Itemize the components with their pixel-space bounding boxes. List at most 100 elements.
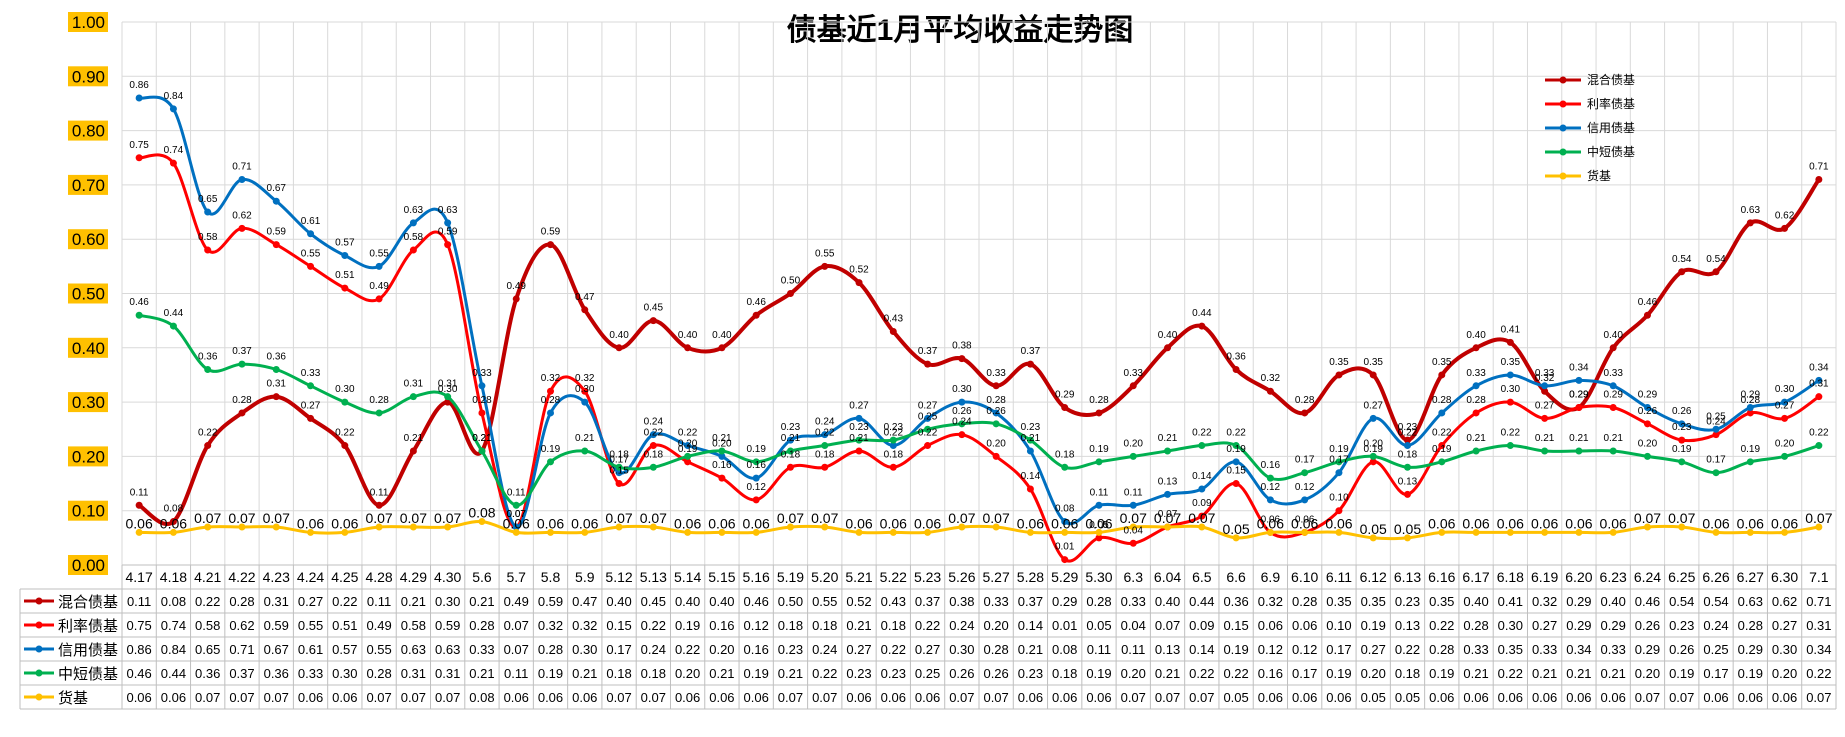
table-cell: 0.19 <box>1223 642 1248 657</box>
data-label: 0.22 <box>884 428 904 439</box>
data-label: 0.21 <box>404 433 424 444</box>
table-cell: 0.22 <box>641 618 666 633</box>
data-point <box>135 501 143 509</box>
data-point <box>684 528 692 536</box>
data-label: 0.16 <box>712 460 732 471</box>
data-label: 0.22 <box>1501 428 1521 439</box>
y-tick-bg <box>68 229 108 250</box>
data-point <box>1232 442 1240 450</box>
data-point <box>1815 376 1823 384</box>
data-point <box>581 398 589 406</box>
data-point <box>307 262 315 270</box>
table-cell: 0.22 <box>1395 642 1420 657</box>
data-point <box>1575 447 1583 455</box>
table-cell: 0.07 <box>1155 618 1180 633</box>
table-cell: 0.21 <box>709 666 734 681</box>
table-cell: 0.07 <box>1155 690 1180 705</box>
data-point <box>307 414 315 422</box>
data-point <box>375 501 383 509</box>
table-cell: 0.23 <box>1395 594 1420 609</box>
data-point <box>1026 436 1034 444</box>
data-label: 0.05 <box>1360 521 1387 537</box>
table-cell: 0.07 <box>1806 690 1831 705</box>
table-cell: 0.07 <box>229 690 254 705</box>
data-label: 0.30 <box>575 384 595 395</box>
table-cell: 0.07 <box>366 690 391 705</box>
data-label: 0.07 <box>506 509 526 520</box>
table-cell: 0.62 <box>1772 594 1797 609</box>
table-cell: 0.15 <box>1223 618 1248 633</box>
data-point <box>547 241 554 249</box>
data-label: 0.19 <box>1329 444 1349 455</box>
data-point <box>512 528 520 536</box>
table-cell: 0.24 <box>949 618 974 633</box>
data-label: 0.52 <box>849 265 869 276</box>
table-cell: 0.21 <box>846 618 871 633</box>
data-label: 0.18 <box>644 449 664 460</box>
y-tick-label: 0.30 <box>72 393 105 412</box>
table-cell: 0.06 <box>915 690 940 705</box>
table-cell: 0.19 <box>1361 618 1386 633</box>
table-cell: 0.40 <box>709 594 734 609</box>
data-label: 0.17 <box>1329 455 1349 466</box>
data-label: 0.07 <box>948 510 975 526</box>
table-cell: 0.06 <box>1498 690 1523 705</box>
data-label: 0.21 <box>575 433 595 444</box>
table-cell: 0.06 <box>538 690 563 705</box>
data-label: 0.33 <box>301 368 321 379</box>
data-label: 0.18 <box>609 449 629 460</box>
table-cell: 0.06 <box>298 690 323 705</box>
data-point <box>752 458 760 466</box>
table-cell: 0.49 <box>504 594 529 609</box>
x-tick-label: 7.1 <box>1809 569 1829 585</box>
table-cell: 0.06 <box>1772 690 1797 705</box>
data-label: 0.36 <box>267 352 287 363</box>
x-tick-label: 5.19 <box>777 569 804 585</box>
x-tick-label: 6.17 <box>1462 569 1489 585</box>
data-label: 0.06 <box>674 515 701 531</box>
data-point <box>958 431 966 439</box>
data-label: 0.84 <box>164 91 184 102</box>
table-cell: 0.26 <box>1669 642 1694 657</box>
legend-label: 中短债基 <box>1587 144 1635 159</box>
table-cell: 0.05 <box>1395 690 1420 705</box>
data-point <box>786 523 794 531</box>
data-label: 0.14 <box>1021 471 1041 482</box>
data-label: 0.06 <box>1295 514 1315 525</box>
data-label: 0.07 <box>434 510 461 526</box>
data-point <box>752 311 760 319</box>
data-label: 0.21 <box>1021 433 1041 444</box>
data-label: 0.21 <box>781 433 801 444</box>
table-row-label: 混合债基 <box>58 594 118 611</box>
data-label: 0.58 <box>198 232 218 243</box>
data-label: 0.22 <box>678 428 698 439</box>
table-cell: 0.38 <box>949 594 974 609</box>
data-label: 0.40 <box>609 330 629 341</box>
data-label: 0.59 <box>438 227 458 238</box>
table-cell: 0.06 <box>1258 618 1283 633</box>
series-0 <box>135 175 1823 526</box>
data-point <box>1506 528 1514 536</box>
data-label: 0.34 <box>1809 362 1829 373</box>
table-cell: 0.33 <box>1463 642 1488 657</box>
y-tick-bg <box>68 337 108 358</box>
table-cell: 0.37 <box>915 594 940 609</box>
legend-label: 利率债基 <box>1587 96 1635 111</box>
data-point <box>169 322 177 330</box>
data-point <box>478 382 486 390</box>
data-point <box>1678 523 1686 531</box>
table-cell: 0.07 <box>1189 690 1214 705</box>
table-cell: 0.19 <box>1738 666 1763 681</box>
data-point <box>1369 371 1377 379</box>
table-cell: 0.07 <box>606 690 631 705</box>
table-cell: 0.06 <box>1463 690 1488 705</box>
data-point <box>375 295 383 303</box>
data-point <box>272 523 280 531</box>
table-cell: 0.22 <box>1498 666 1523 681</box>
data-label: 0.26 <box>1638 406 1658 417</box>
data-label: 0.29 <box>1741 390 1761 401</box>
data-point <box>1678 458 1686 466</box>
series-line <box>138 313 1820 507</box>
data-label: 0.49 <box>506 281 526 292</box>
table-cell: 0.19 <box>675 618 700 633</box>
